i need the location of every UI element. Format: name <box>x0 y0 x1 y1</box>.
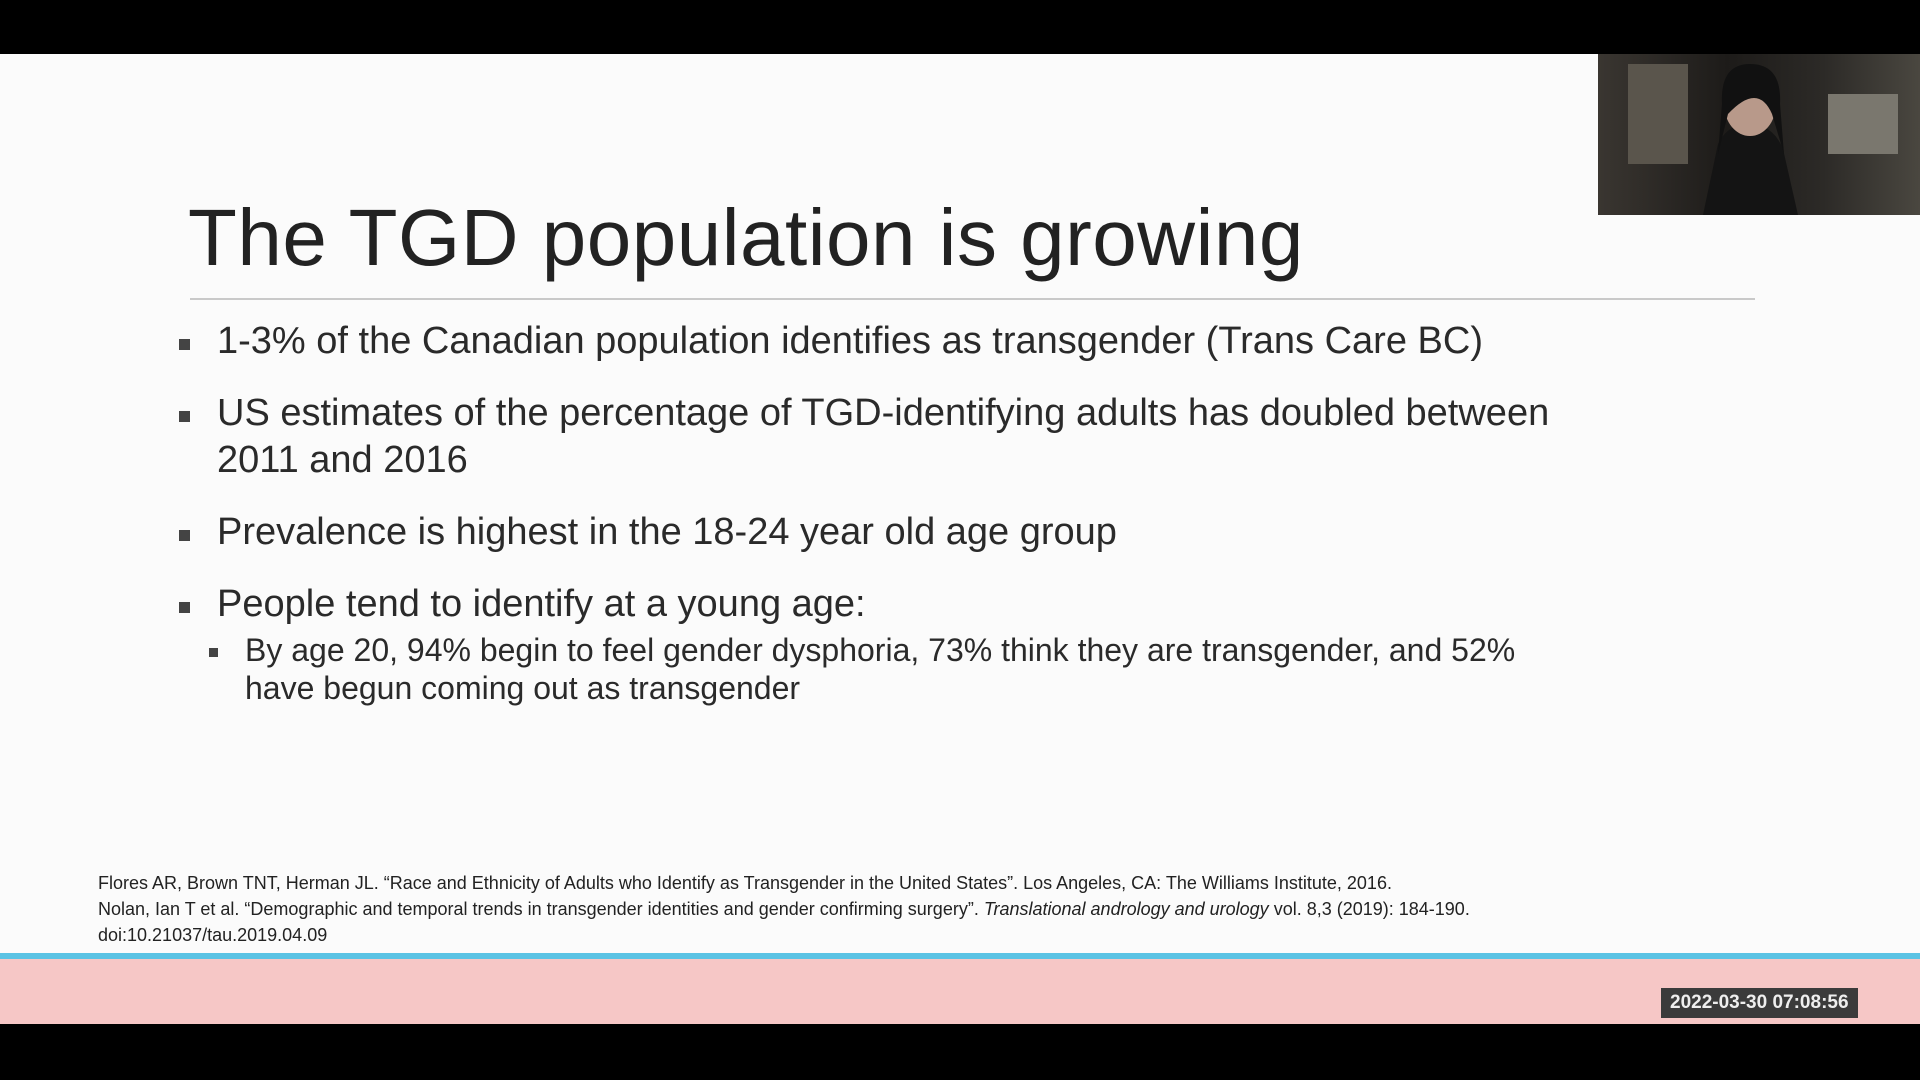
reference-text: doi:10.21037/tau.2019.04.09 <box>98 925 328 945</box>
reference-text: Nolan, Ian T et al. “Demographic and tem… <box>98 899 984 919</box>
sub-bullet-marker <box>209 648 218 657</box>
bullet-text: 2011 and 2016 <box>217 439 468 481</box>
bullet-text: People tend to identify at a young age: <box>217 583 866 625</box>
sub-bullet-text: have begun coming out as transgender <box>245 670 801 706</box>
sub-bullet-text: By age 20, 94% begin to feel gender dysp… <box>245 632 1516 668</box>
webcam-feed <box>1598 54 1920 215</box>
bullet-text: US estimates of the percentage of TGD-id… <box>217 392 1550 434</box>
slide-title: The TGD population is growing <box>188 193 1304 282</box>
slide-footer-band <box>0 959 1920 1024</box>
bullet-marker <box>179 530 190 541</box>
slide-stripe <box>0 953 1920 959</box>
webcam-image <box>1628 64 1898 215</box>
reference: Flores AR, Brown TNT, Herman JL. “Race a… <box>98 870 1470 896</box>
bullet-text: 1-3% of the Canadian population identifi… <box>217 320 1483 362</box>
bullet-marker <box>179 602 190 613</box>
title-rule <box>190 298 1755 300</box>
reference-text: Flores AR, Brown TNT, Herman JL. “Race a… <box>98 873 1392 893</box>
reference: doi:10.21037/tau.2019.04.09 <box>98 922 1470 948</box>
reference: Nolan, Ian T et al. “Demographic and tem… <box>98 896 1470 922</box>
bullet-text: Prevalence is highest in the 18-24 year … <box>217 511 1117 553</box>
timestamp: 2022-03-30 07:08:56 <box>1661 988 1858 1018</box>
references: Flores AR, Brown TNT, Herman JL. “Race a… <box>98 870 1470 948</box>
reference-text: vol. 8,3 (2019): 184-190. <box>1268 899 1470 919</box>
bullet-marker <box>179 411 190 422</box>
bullet-marker <box>179 339 190 350</box>
reference-journal: Translational andrology and urology <box>983 899 1269 919</box>
